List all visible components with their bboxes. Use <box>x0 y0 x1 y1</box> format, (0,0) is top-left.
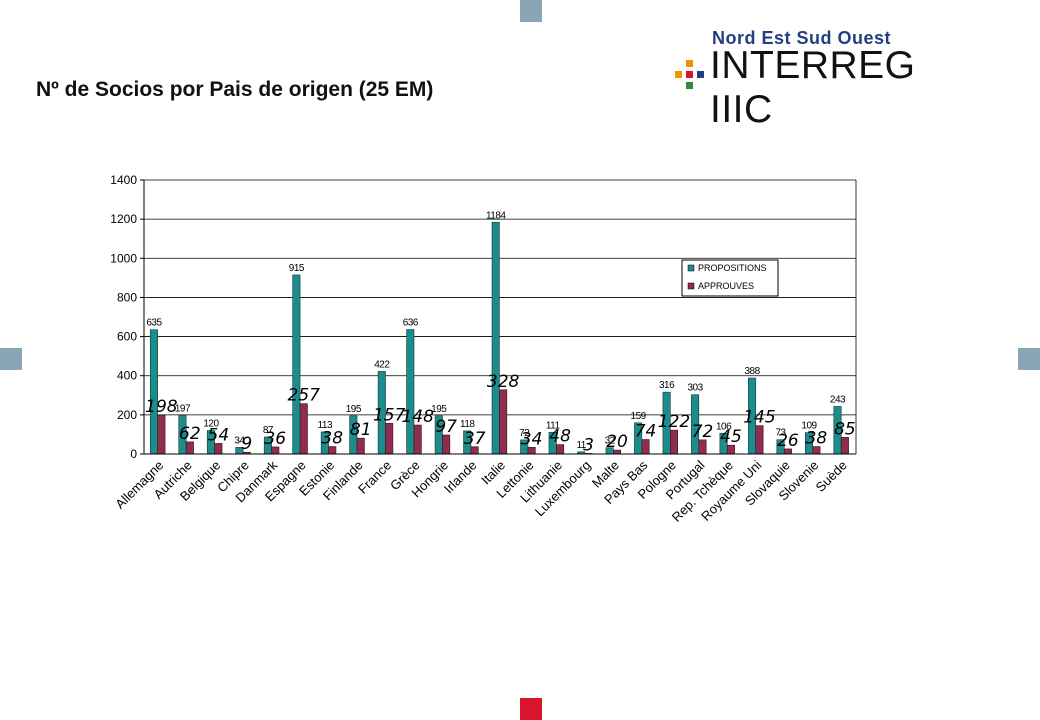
decor-square-bottom <box>520 698 542 720</box>
data-label-approuves-14: 48 <box>549 427 571 447</box>
y-tick-label-4: 800 <box>117 290 137 304</box>
data-label-propositions-0: 635 <box>146 318 162 329</box>
data-label-approuves-7: 81 <box>350 420 372 440</box>
bar-propositions-5 <box>292 274 301 455</box>
data-label-propositions-16: 32 <box>605 436 616 447</box>
y-tick-label-0: 0 <box>130 447 137 461</box>
data-label-propositions-3: 34 <box>234 435 245 446</box>
legend-label-0: PROPOSITIONS <box>698 263 767 273</box>
bar-approuves-18 <box>670 429 679 455</box>
y-tick-label-3: 600 <box>117 330 137 344</box>
data-label-approuves-13: 34 <box>521 429 543 449</box>
decor-square-top <box>520 0 542 22</box>
y-tick-label-6: 1200 <box>110 212 137 226</box>
bar-propositions-9 <box>406 329 415 455</box>
data-label-propositions-9: 636 <box>403 318 419 329</box>
data-label-propositions-21: 388 <box>744 366 760 377</box>
data-label-propositions-11: 118 <box>460 419 475 430</box>
data-label-approuves-0: 198 <box>145 397 178 417</box>
data-label-approuves-8: 157 <box>373 405 406 425</box>
legend-label-1: APPROUVES <box>698 281 754 291</box>
x-tick-label-11: Irlande <box>441 458 480 497</box>
data-label-approuves-3: 9 <box>241 434 252 454</box>
data-label-approuves-24: 85 <box>834 419 856 439</box>
bars <box>149 221 849 455</box>
data-label-propositions-24: 243 <box>830 394 846 405</box>
data-label-propositions-10: 195 <box>431 404 447 415</box>
data-label-approuves-11: 37 <box>464 429 486 449</box>
data-label-propositions-18: 316 <box>659 380 675 391</box>
decor-square-right <box>1018 348 1040 370</box>
y-axis-ticks: 0 200 400 600 800 1000 1200 1400 <box>110 173 144 461</box>
y-tick-label-1: 200 <box>117 408 137 422</box>
data-label-propositions-15: 11 <box>576 440 586 451</box>
data-label-approuves-6: 38 <box>321 429 343 449</box>
data-label-propositions-19: 303 <box>687 383 703 394</box>
data-label-propositions-2: 120 <box>203 419 219 430</box>
data-label-propositions-20: 106 <box>716 421 732 432</box>
axes <box>143 180 857 455</box>
data-label-approuves-23: 38 <box>806 429 828 449</box>
bar-approuves-10 <box>442 434 451 455</box>
x-tick-label-24: Suède <box>813 458 850 495</box>
y-tick-label-7: 1400 <box>110 173 137 187</box>
logo-top-text: Nord Est Sud Ouest <box>712 28 892 48</box>
bar-approuves-5 <box>299 403 308 455</box>
data-label-approuves-22: 26 <box>777 431 799 451</box>
data-label-approuves-1: 62 <box>179 424 201 444</box>
interreg-mosaic-icon <box>675 60 704 89</box>
data-label-approuves-18: 122 <box>658 412 690 432</box>
legend-swatch-1 <box>687 282 695 290</box>
bar-approuves-8 <box>385 422 394 455</box>
logo-main-text: INTERREG IIIC <box>710 44 916 131</box>
data-label-propositions-13: 72 <box>519 428 530 439</box>
data-label-approuves-15: 3 <box>583 435 594 455</box>
bar-approuves-9 <box>413 424 422 455</box>
data-label-propositions-4: 87 <box>263 425 274 436</box>
data-label-approuves-10: 97 <box>435 417 457 437</box>
bar-approuves-0 <box>157 414 166 455</box>
bar-approuves-7 <box>356 437 365 455</box>
data-label-propositions-17: 159 <box>631 411 647 422</box>
chart-legend: PROPOSITIONS APPROUVES <box>681 259 779 297</box>
data-label-propositions-14: 111 <box>546 420 561 431</box>
data-label-approuves-5: 257 <box>288 386 321 406</box>
data-label-approuves-19: 72 <box>692 422 714 442</box>
y-tick-label-5: 1000 <box>110 251 137 265</box>
data-label-approuves-21: 145 <box>743 408 775 428</box>
data-label-approuves-12: 328 <box>487 372 520 392</box>
legend-swatch-0 <box>687 264 695 272</box>
bar-propositions-12 <box>491 221 500 455</box>
data-label-propositions-6: 113 <box>318 420 333 431</box>
data-label-approuves-17: 74 <box>635 422 657 442</box>
legend-box <box>681 259 779 297</box>
x-axis-ticks: AllemagneAutricheBelgiqueChipreDanmarkEs… <box>112 457 850 525</box>
data-label-approuves-20: 45 <box>720 427 742 447</box>
data-label-propositions-8: 422 <box>374 359 390 370</box>
data-label-propositions-12: 1184 <box>486 210 506 221</box>
data-label-approuves-2: 54 <box>208 425 230 445</box>
bar-propositions-0 <box>149 329 158 455</box>
y-tick-label-2: 400 <box>117 369 137 383</box>
interreg-logo: Nord Est Sud Ouest INTERREG IIIC <box>672 28 978 131</box>
data-label-propositions-22: 73 <box>775 428 786 439</box>
data-label-approuves-9: 148 <box>401 407 434 427</box>
decor-square-left <box>0 348 22 370</box>
data-label-propositions-5: 915 <box>289 263 305 274</box>
data-label-approuves-16: 20 <box>606 432 628 452</box>
bar-approuves-19 <box>698 439 707 455</box>
data-label-approuves-4: 36 <box>264 429 286 449</box>
data-label-propositions-23: 109 <box>801 421 817 432</box>
bar-approuves-21 <box>755 425 764 455</box>
data-label-propositions-7: 195 <box>346 404 362 415</box>
data-label-propositions-1: 197 <box>175 403 191 414</box>
bar-approuves-17 <box>641 439 650 455</box>
page-title: Nº de Socios por Pais de origen (25 EM) <box>36 78 434 101</box>
bar-approuves-12 <box>499 389 508 455</box>
bar-approuves-24 <box>840 437 849 455</box>
